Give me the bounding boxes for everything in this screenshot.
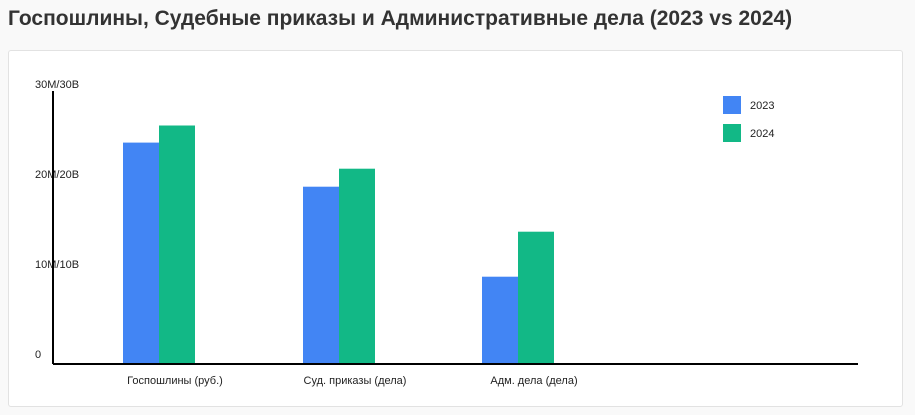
y-tick-label: 30M/30B (35, 79, 79, 91)
bar-chart: 0 10M/10B 20M/20B 30M/30B Госпошлины (руб.)… (35, 79, 858, 387)
x-tick-label: Адм. дела (дела) (490, 375, 577, 387)
x-tick-label: Суд. приказы (дела) (304, 375, 407, 387)
page-title: Госпошлины, Судебные приказы и Администр… (8, 7, 793, 30)
bar-2023-2 (303, 186, 339, 364)
x-tick-label: Госпошлины (руб.) (127, 375, 223, 387)
bar-2024-2 (339, 168, 375, 364)
legend-swatch-2024 (723, 124, 741, 142)
legend-label-2024: 2024 (750, 128, 774, 140)
legend: 2023 2024 (723, 96, 774, 142)
bar-2024-3 (518, 231, 554, 364)
bar-2023-1 (123, 142, 159, 364)
y-axis-ticks: 0 10M/10B 20M/20B 30M/30B (35, 79, 79, 361)
bar-2024-1 (159, 125, 195, 364)
chart-card: 0 10M/10B 20M/20B 30M/30B Госпошлины (руб.)… (8, 50, 903, 407)
y-tick-label: 20M/20B (35, 169, 79, 181)
x-axis-labels: Госпошлины (руб.) Суд. приказы (дела) Адм.… (127, 375, 577, 387)
bar-2023-3 (482, 276, 518, 364)
legend-swatch-2023 (723, 96, 741, 114)
y-tick-label: 10M/10B (35, 259, 79, 271)
bars (123, 125, 554, 364)
legend-label-2023: 2023 (750, 100, 774, 112)
y-tick-label: 0 (35, 349, 41, 361)
